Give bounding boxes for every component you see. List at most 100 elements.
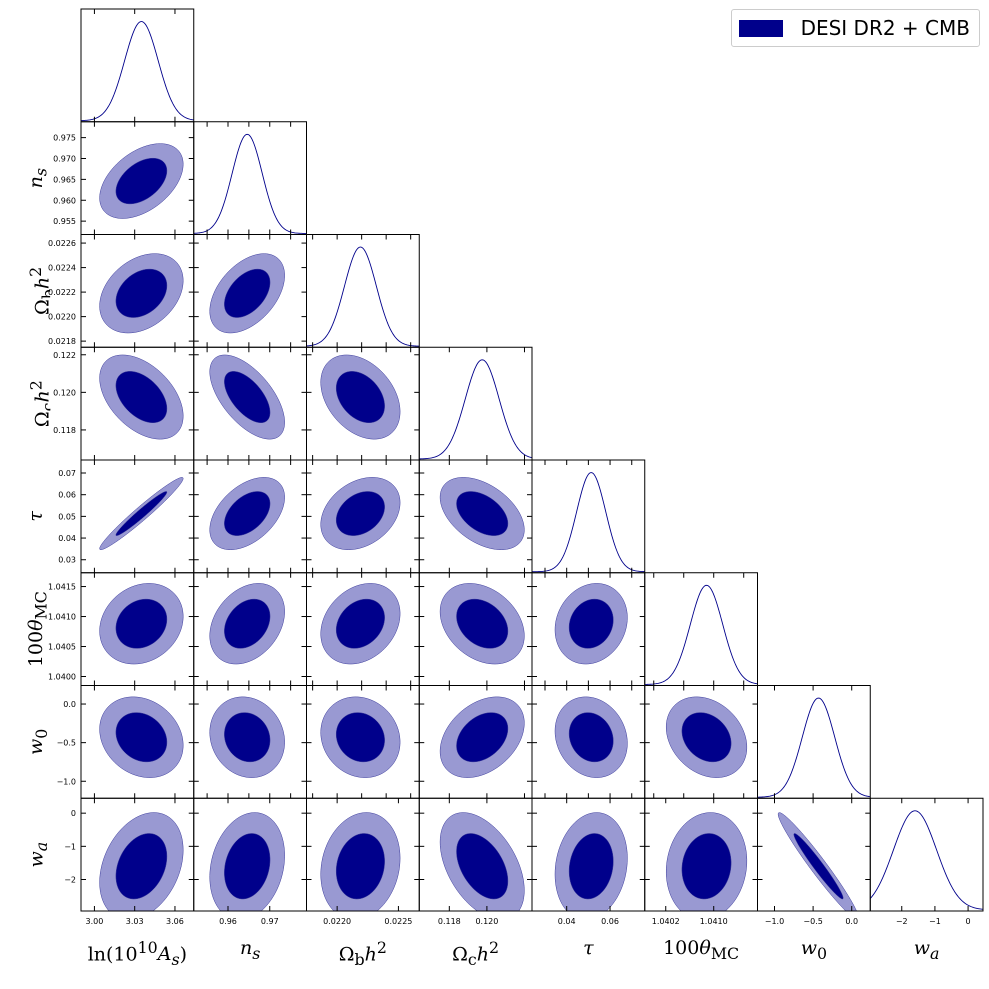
y-tick-label-2-2: 0.0222 <box>48 288 76 297</box>
y-tick-label-4-3: 0.06 <box>58 491 76 500</box>
marginal-panel-4 <box>531 459 646 574</box>
x-tick-label-0-1: 3.03 <box>126 917 144 926</box>
contour-68-3-0 <box>115 371 168 424</box>
contour-panel-2-0 <box>80 234 195 348</box>
y-tick-label-5-0: 1.0400 <box>48 673 76 682</box>
contour-panel-6-4 <box>531 685 646 799</box>
y-tick-label-6-2: 0.0 <box>63 700 76 709</box>
marginal-panel-5 <box>644 572 758 686</box>
marginal-curve-4 <box>532 472 645 573</box>
y-tick-label-6-0: −1.0 <box>57 777 76 786</box>
contour-panel-5-0 <box>80 572 195 686</box>
contour-68-3-2 <box>335 371 385 424</box>
contour-68-5-3 <box>456 598 509 649</box>
marginal-panel-1 <box>193 121 307 235</box>
y-tick-label-3-2: 0.122 <box>53 351 76 360</box>
y-tick-label-4-2: 0.05 <box>58 512 76 521</box>
contour-68-4-2 <box>335 491 385 536</box>
x-tick-label-0-0: 3.00 <box>86 917 104 926</box>
contour-panel-6-5 <box>644 685 758 799</box>
x-axis-label-5: 100θMC <box>663 937 740 963</box>
x-axis-label-text-7: wa <box>913 937 940 963</box>
y-tick-label-7-0: −2 <box>64 875 76 884</box>
marginal-curve-7 <box>870 810 983 910</box>
contour-68-6-0 <box>115 712 168 763</box>
contour-panel-7-0 <box>80 797 195 912</box>
contour-panel-2-1 <box>193 234 307 348</box>
contour-68-7-6 <box>793 833 844 900</box>
x-axis-label-2: Ωbh2 <box>338 938 387 965</box>
contour-68-6-5 <box>681 712 732 763</box>
marginal-curve-5 <box>644 584 758 685</box>
contour-68-5-2 <box>335 598 385 649</box>
contour-panel-7-4 <box>531 797 646 912</box>
panel-frame <box>418 346 533 461</box>
x-tick-label-5-1: 1.0410 <box>700 917 728 926</box>
y-axis-label-text-2: Ωbh2 <box>26 266 50 315</box>
contour-68-4-1 <box>224 491 271 536</box>
y-tick-label-1-1: 0.960 <box>53 196 76 205</box>
x-tick-label-3-1: 0.120 <box>475 917 498 926</box>
contour-panel-3-1 <box>193 346 307 461</box>
y-tick-label-2-1: 0.0220 <box>48 313 76 322</box>
contour-68-6-1 <box>224 712 271 763</box>
y-tick-label-2-0: 0.0218 <box>48 337 76 346</box>
y-axis-label-text-7: wa <box>25 841 50 868</box>
y-axis-label-2: Ωbh2 <box>26 266 50 315</box>
contour-68-6-2 <box>335 712 385 763</box>
panel-frame <box>869 797 984 912</box>
y-tick-label-1-2: 0.965 <box>53 175 76 184</box>
contour-68-5-1 <box>224 598 271 649</box>
legend-swatch <box>738 19 783 37</box>
x-axis-label-0: ln(1010As) <box>88 938 187 965</box>
contour-panel-5-4 <box>531 572 646 686</box>
contour-panel-4-0 <box>80 459 195 574</box>
x-tick-label-4-1: 0.06 <box>601 917 619 926</box>
x-axis-label-3: Ωch2 <box>452 938 499 965</box>
contour-panel-4-1 <box>193 459 307 574</box>
x-tick-label-5-0: 1.0402 <box>652 917 680 926</box>
x-tick-label-0-2: 3.06 <box>166 917 184 926</box>
legend: DESI DR2 + CMB <box>730 9 980 47</box>
x-axis-label-text-5: 100θMC <box>663 937 740 963</box>
x-tick-label-7-1: −1 <box>929 917 941 926</box>
x-axis-label-1: ns <box>240 937 260 963</box>
contour-68-2-1 <box>224 268 271 318</box>
x-tick-label-1-1: 0.97 <box>261 917 279 926</box>
marginal-panel-2 <box>306 234 420 348</box>
y-axis-label-text-1: ns <box>25 167 50 189</box>
contour-68-4-0 <box>115 491 168 536</box>
x-axis-label-6: w0 <box>801 937 827 963</box>
contour-panel-3-2 <box>306 346 420 461</box>
contour-panel-7-2 <box>306 797 420 912</box>
y-axis-label-text-3: Ωch2 <box>26 380 50 427</box>
x-tick-label-4-0: 0.04 <box>558 917 576 926</box>
y-tick-label-6-1: −0.5 <box>57 739 76 748</box>
panel-frame <box>531 459 646 574</box>
panel-frame <box>193 121 307 235</box>
y-tick-label-3-0: 0.118 <box>53 426 76 435</box>
x-axis-label-7: wa <box>913 937 940 963</box>
y-tick-label-7-2: 0 <box>71 809 76 818</box>
y-tick-label-5-1: 1.0405 <box>48 643 76 652</box>
x-tick-label-6-0: −1.0 <box>765 917 784 926</box>
contour-68-3-1 <box>224 371 271 424</box>
x-tick-label-6-2: 0.0 <box>845 917 858 926</box>
x-axis-label-text-4: τ <box>583 937 594 959</box>
contour-68-5-0 <box>115 598 168 649</box>
y-tick-label-2-4: 0.0226 <box>48 239 76 248</box>
x-tick-label-7-0: −2 <box>896 917 908 926</box>
marginal-panel-0 <box>80 8 195 123</box>
y-tick-label-4-1: 0.04 <box>58 534 76 543</box>
contour-68-1-0 <box>115 157 168 205</box>
contour-panel-4-3 <box>418 459 533 574</box>
contour-panel-7-3 <box>418 797 533 912</box>
y-tick-label-1-3: 0.970 <box>53 154 76 163</box>
marginal-curve-0 <box>81 21 194 122</box>
x-tick-label-2-0: 0.0220 <box>323 917 351 926</box>
y-axis-label-6: w0 <box>25 729 50 755</box>
contour-68-4-3 <box>456 491 509 536</box>
panel-frame <box>306 234 420 348</box>
contour-panel-5-3 <box>418 572 533 686</box>
x-axis-label-text-2: Ωbh2 <box>338 938 387 965</box>
